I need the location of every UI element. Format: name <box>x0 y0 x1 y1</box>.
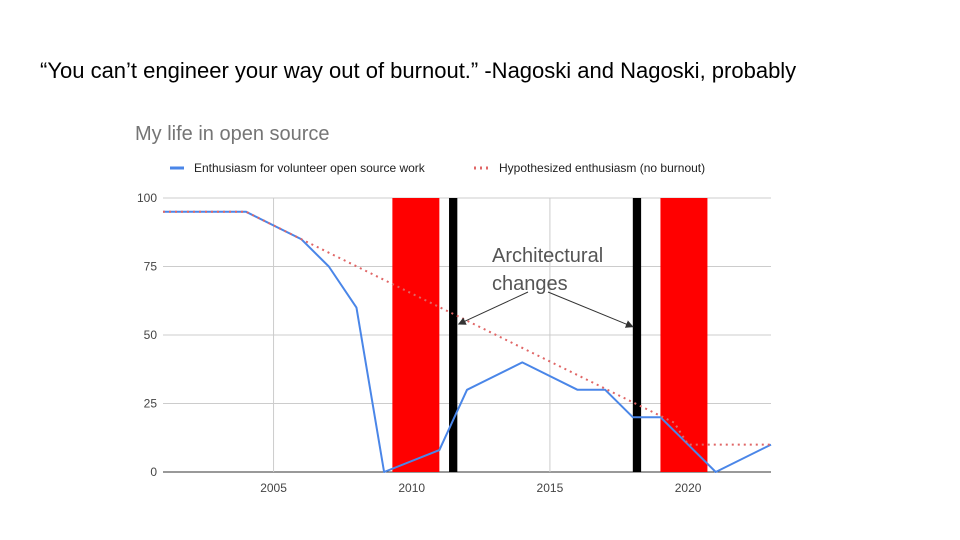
annotation-line-2: changes <box>492 273 568 295</box>
y-tick-label-50: 50 <box>144 328 158 342</box>
annotation-line-1: Architectural <box>492 245 603 267</box>
annotation: Architectural changes <box>457 245 634 328</box>
slide-title: “You can’t engineer your way out of burn… <box>40 58 797 83</box>
event-bar-0 <box>392 198 440 472</box>
annotation-arrow-1 <box>547 291 634 328</box>
series-lines <box>163 210 772 473</box>
x-tick-label-2015: 2015 <box>537 481 564 495</box>
chart-title: My life in open source <box>135 123 330 145</box>
x-tick-label-2005: 2005 <box>260 481 287 495</box>
y-tick-label-25: 25 <box>144 397 158 411</box>
x-tick-label-2010: 2010 <box>398 481 425 495</box>
axis-labels: 0 25 50 75 100 2005 2010 2015 2020 <box>137 191 702 495</box>
event-bar-1 <box>449 198 458 472</box>
y-tick-label-75: 75 <box>144 260 158 274</box>
series-line-1 <box>163 210 771 446</box>
x-tick-label-2020: 2020 <box>675 481 702 495</box>
event-bar-3 <box>660 198 708 472</box>
legend: Enthusiasm for volunteer open source wor… <box>170 161 705 175</box>
event-bar-2 <box>632 198 642 472</box>
legend-label-hypothesized: Hypothesized enthusiasm (no burnout) <box>499 161 705 175</box>
y-tick-label-0: 0 <box>150 465 157 479</box>
legend-label-enthusiasm: Enthusiasm for volunteer open source wor… <box>194 161 426 175</box>
series-line-0 <box>163 210 772 473</box>
annotation-arrow-0 <box>457 291 529 325</box>
y-tick-label-100: 100 <box>137 191 157 205</box>
